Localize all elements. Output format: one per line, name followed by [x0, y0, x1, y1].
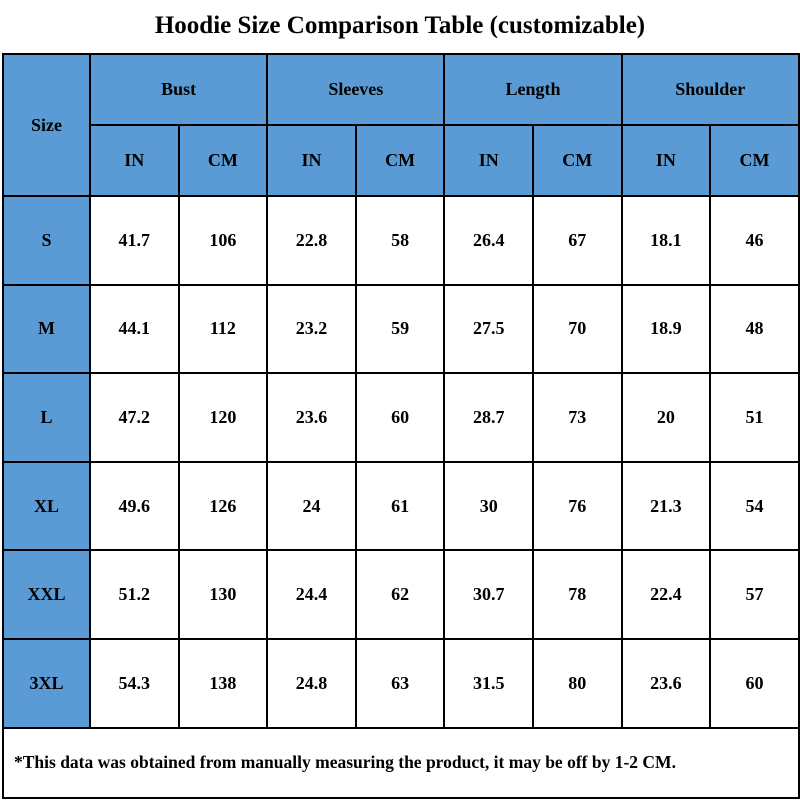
- value-cell: 126: [177, 460, 269, 552]
- value-cell: 48: [709, 283, 800, 375]
- value-cell: 73: [532, 372, 623, 463]
- value-cell: 62: [354, 549, 446, 640]
- value-cell: 49.6: [89, 460, 180, 552]
- unit-header: CM: [354, 124, 446, 197]
- value-cell: 30.7: [443, 549, 534, 640]
- value-cell: 18.1: [620, 195, 712, 286]
- table-row: 3XL 54.3 138 24.8 63 31.5 80 23.6 60: [2, 637, 800, 729]
- table-row: XXL 51.2 130 24.4 62 30.7 78 22.4 57: [2, 549, 800, 640]
- value-cell: 57: [709, 549, 800, 640]
- value-cell: 59: [354, 283, 446, 375]
- group-header-length: Length: [443, 53, 623, 126]
- value-cell: 24.8: [266, 637, 357, 729]
- table-row: XL 49.6 126 24 61 30 76 21.3 54: [2, 460, 800, 552]
- value-cell: 46: [709, 195, 800, 286]
- unit-header: IN: [443, 124, 534, 197]
- size-cell: S: [2, 195, 91, 286]
- value-cell: 106: [177, 195, 269, 286]
- value-cell: 120: [177, 372, 269, 463]
- value-cell: 30: [443, 460, 534, 552]
- value-cell: 130: [177, 549, 269, 640]
- size-table: Size Bust Sleeves Length Shoulder IN CM IN CM I…: [2, 53, 800, 799]
- table-row: M 44.1 112 23.2 59 27.5 70 18.9 48: [2, 283, 800, 375]
- value-cell: 51: [709, 372, 800, 463]
- unit-header: IN: [620, 124, 712, 197]
- value-cell: 22.4: [620, 549, 712, 640]
- value-cell: 23.6: [266, 372, 357, 463]
- group-header-bust: Bust: [88, 53, 269, 126]
- size-header: Size: [2, 53, 91, 197]
- value-cell: 28.7: [443, 372, 534, 463]
- unit-header: IN: [89, 124, 180, 197]
- group-header-shoulder: Shoulder: [620, 53, 800, 126]
- value-cell: 78: [532, 549, 623, 640]
- value-cell: 112: [177, 283, 269, 375]
- value-cell: 70: [532, 283, 623, 375]
- value-cell: 58: [354, 195, 446, 286]
- unit-header: IN: [266, 124, 357, 197]
- value-cell: 51.2: [89, 549, 180, 640]
- value-cell: 21.3: [620, 460, 712, 552]
- value-cell: 31.5: [443, 637, 534, 729]
- value-cell: 60: [354, 372, 446, 463]
- unit-header: CM: [709, 124, 800, 197]
- value-cell: 22.8: [266, 195, 357, 286]
- size-cell: L: [2, 372, 91, 463]
- value-cell: 27.5: [443, 283, 534, 375]
- value-cell: 67: [532, 195, 623, 286]
- value-cell: 41.7: [89, 195, 180, 286]
- table-row: L 47.2 120 23.6 60 28.7 73 20 51: [2, 372, 800, 463]
- value-cell: 18.9: [620, 283, 712, 375]
- value-cell: 61: [354, 460, 446, 552]
- value-cell: 54.3: [89, 637, 180, 729]
- value-cell: 138: [177, 637, 269, 729]
- size-cell: XL: [2, 460, 91, 552]
- value-cell: 80: [532, 637, 623, 729]
- value-cell: 24: [266, 460, 357, 552]
- value-cell: 20: [620, 372, 712, 463]
- value-cell: 76: [532, 460, 623, 552]
- group-header-sleeves: Sleeves: [266, 53, 446, 126]
- value-cell: 47.2: [89, 372, 180, 463]
- value-cell: 24.4: [266, 549, 357, 640]
- size-cell: XXL: [2, 549, 91, 640]
- value-cell: 26.4: [443, 195, 534, 286]
- value-cell: 60: [709, 637, 800, 729]
- value-cell: 44.1: [89, 283, 180, 375]
- unit-header: CM: [532, 124, 623, 197]
- footnote: *This data was obtained from manually me…: [2, 726, 800, 799]
- value-cell: 63: [354, 637, 446, 729]
- page-title: Hoodie Size Comparison Table (customizab…: [154, 12, 646, 39]
- value-cell: 23.6: [620, 637, 712, 729]
- unit-header: CM: [177, 124, 269, 197]
- size-cell: 3XL: [2, 637, 91, 729]
- size-cell: M: [2, 283, 91, 375]
- table-row: S 41.7 106 22.8 58 26.4 67 18.1 46: [2, 195, 800, 286]
- value-cell: 54: [709, 460, 800, 552]
- value-cell: 23.2: [266, 283, 357, 375]
